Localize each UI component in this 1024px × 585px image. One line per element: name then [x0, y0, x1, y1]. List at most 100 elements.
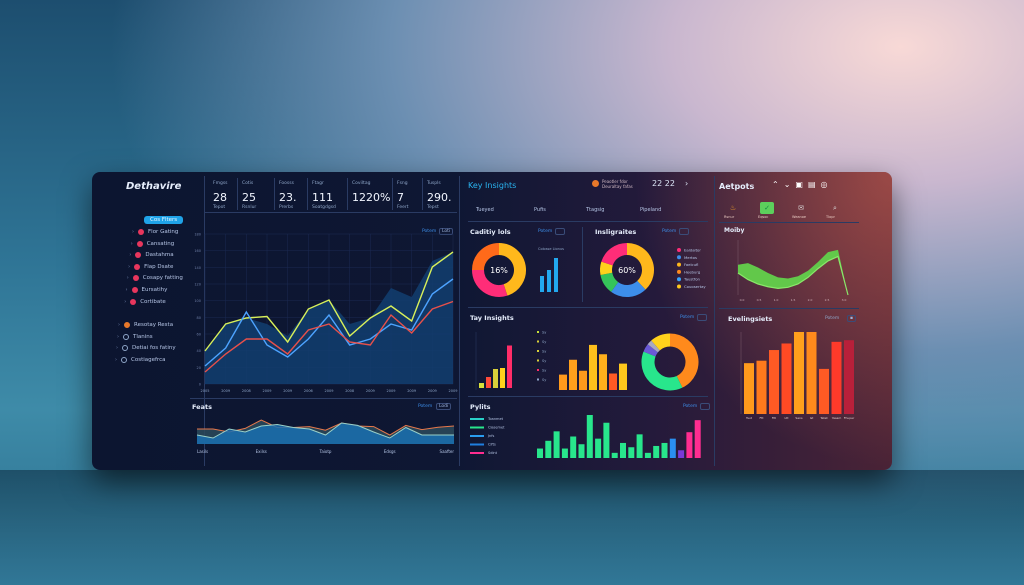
donut-slice [669, 333, 699, 388]
feats-filter[interactable]: Potem [418, 404, 433, 409]
chevron-right-icon: › [128, 263, 131, 270]
chevron-right-icon: › [132, 229, 134, 235]
x-tick-label: 2008 [345, 389, 354, 393]
card-title: Insligraites [595, 228, 637, 236]
settings-icon [121, 356, 127, 363]
bar [569, 359, 577, 390]
sidebar-item[interactable]: › Cosapy fatting [127, 275, 183, 282]
card-filter[interactable]: Potem [683, 404, 698, 409]
card-button[interactable] [555, 228, 565, 235]
x-tick-label: Saafter [440, 449, 455, 454]
divider [468, 221, 708, 222]
divider [719, 222, 859, 223]
x-tick-label: 0.0 [740, 298, 745, 302]
bullet-icon [134, 263, 141, 270]
document-icon [122, 345, 128, 352]
card-button[interactable] [697, 314, 707, 321]
legend-label: Sy [542, 340, 546, 344]
sidebar-item[interactable]: › Resotay Resta [118, 322, 173, 328]
bar [844, 340, 854, 414]
main-chart-filter[interactable]: Potem [422, 229, 437, 234]
x-tick-label: 1.0 [774, 298, 779, 302]
card-filter[interactable]: Potem [680, 315, 695, 320]
card-filter[interactable]: Potem [662, 229, 677, 234]
x-tick-label: Tsut [745, 416, 753, 420]
check-icon[interactable]: ✓ [760, 202, 774, 214]
sidebar-active-button[interactable]: Cos Flters [144, 216, 184, 224]
sidebar-item[interactable]: › Eursatihy [126, 287, 167, 293]
evel-title: Evelingsiets [728, 315, 773, 323]
bar [794, 332, 804, 414]
right-toolbar-icons[interactable]: ⌃⌄▣▤◎ [772, 180, 833, 189]
legend-swatch [470, 418, 484, 420]
sidebar-item[interactable]: › Cansating [131, 240, 174, 247]
x-tick-label: 2009 [387, 389, 396, 393]
x-tick-label: Fhuper [844, 416, 855, 420]
divider [468, 307, 708, 308]
bar [570, 436, 577, 458]
main-chart-button[interactable]: Loti [439, 228, 454, 235]
sidebar-item-label: Flor Gating [148, 229, 179, 235]
donut-slice [498, 243, 526, 296]
kpi-label: Cotis [242, 181, 254, 186]
y-tick-label: 20 [197, 366, 201, 370]
bar [486, 377, 491, 388]
sidebar-item[interactable]: › Dastahma [129, 252, 174, 259]
feats-button[interactable]: Lodi [436, 403, 452, 410]
card-title: Caditiy lols [470, 228, 511, 236]
search-icon[interactable]: ⌕ [833, 203, 837, 212]
legend-label: Sy [542, 378, 546, 382]
sidebar-item[interactable]: › Flap Dsate [128, 263, 173, 270]
button-label[interactable]: Tlopr [826, 215, 835, 219]
button-label[interactable]: Weanoe [792, 215, 807, 219]
evel-filter[interactable]: Potem [825, 316, 840, 321]
x-tick-label: Sans [795, 416, 803, 420]
card-button[interactable] [679, 228, 689, 235]
x-tick-label: Edsgs [384, 449, 396, 454]
sidebar-item[interactable]: › Tlanins [117, 333, 153, 340]
sidebar-item[interactable]: › Detiai fos fatiny [116, 345, 176, 352]
legend-swatch [537, 378, 539, 381]
bar [589, 344, 597, 390]
button-label[interactable]: Eqsoc [758, 215, 769, 219]
donut-slice [651, 333, 671, 351]
kpi-value: 23. [279, 191, 297, 204]
x-tick-label: 2.0 [808, 298, 813, 302]
bar [769, 350, 779, 414]
bar [781, 343, 792, 414]
divider [468, 396, 708, 397]
legend-swatch [677, 284, 681, 289]
button-label[interactable]: Rsnur [724, 215, 735, 219]
legend-swatch [677, 255, 681, 260]
legend-label: Mertos [684, 255, 697, 260]
bar [579, 370, 587, 390]
sidebar-item[interactable]: › Cortibate [124, 298, 166, 305]
kpi-label: Fmgss [213, 181, 228, 186]
kpi-sub: Prerbs [279, 205, 294, 210]
kpi-value: 7 [397, 191, 404, 204]
x-tick-label: 0.5 [757, 298, 762, 302]
card-filter[interactable]: Potem [538, 229, 553, 234]
legend-label: Sy [542, 359, 546, 363]
chat-icon[interactable]: ✉ [798, 204, 804, 212]
card-title: Pylits [470, 403, 491, 411]
legend-swatch [677, 262, 681, 267]
bar [554, 258, 558, 292]
card-button[interactable] [700, 403, 710, 410]
sidebar-item[interactable]: › Costiagefrca [115, 356, 165, 363]
kpi-divider [347, 178, 348, 210]
legend-swatch [677, 269, 681, 274]
x-tick-label: 2009 [221, 389, 230, 393]
donut-slice [647, 340, 660, 353]
donut-slice [643, 344, 659, 357]
kpi-value: 111 [312, 191, 333, 204]
bar [678, 450, 685, 458]
evel-button[interactable]: ▪ [847, 315, 857, 322]
kpi-sub: Rsnlur [242, 205, 257, 210]
x-tick-label: Fitl [772, 416, 777, 420]
flame-icon[interactable]: ♨ [729, 204, 737, 212]
donut-center-label: 16% [490, 266, 508, 275]
sidebar-item[interactable]: › Flor Gating [132, 229, 178, 235]
x-tick-label: Taiotp [319, 449, 332, 454]
chevron-right-icon[interactable]: › [685, 179, 689, 188]
